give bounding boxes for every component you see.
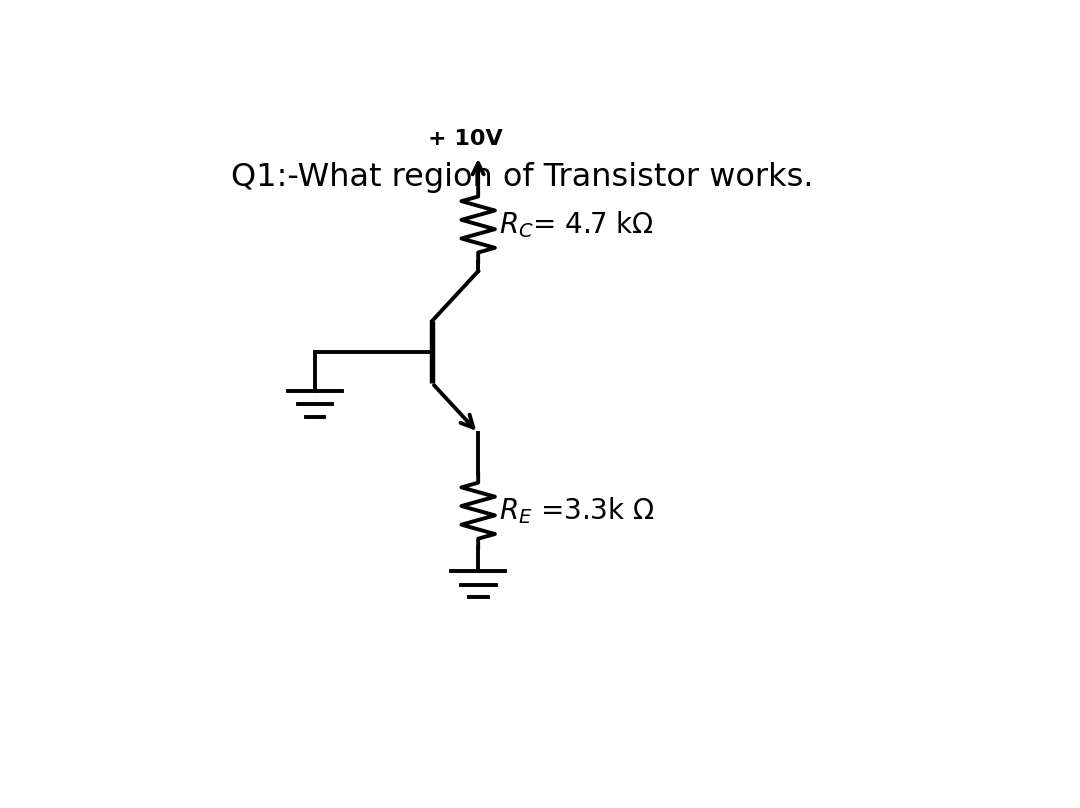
Text: Q1:-What region of Transistor works.: Q1:-What region of Transistor works. (231, 162, 813, 193)
Text: $R_C$= 4.7 k$\Omega$: $R_C$= 4.7 k$\Omega$ (499, 209, 653, 240)
Text: $R_E$ =3.3k $\Omega$: $R_E$ =3.3k $\Omega$ (499, 495, 654, 526)
Text: + 10V: + 10V (428, 128, 502, 149)
